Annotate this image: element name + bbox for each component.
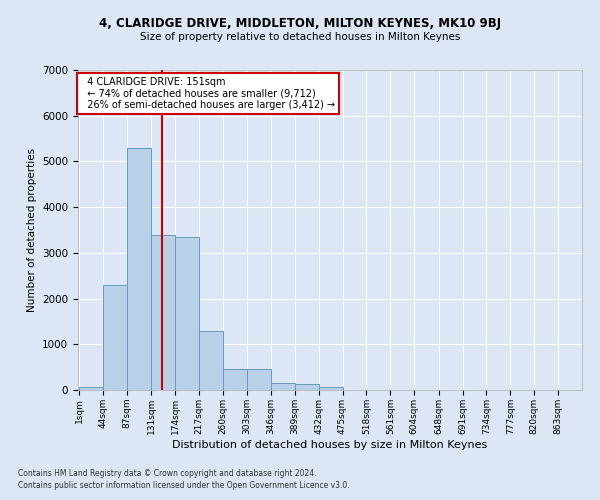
Text: Contains HM Land Registry data © Crown copyright and database right 2024.: Contains HM Land Registry data © Crown c… bbox=[18, 468, 317, 477]
Bar bbox=[151, 234, 175, 390]
Bar bbox=[223, 370, 247, 390]
Bar bbox=[199, 330, 223, 390]
Text: 4 CLARIDGE DRIVE: 151sqm
  ← 74% of detached houses are smaller (9,712)
  26% of: 4 CLARIDGE DRIVE: 151sqm ← 74% of detach… bbox=[82, 77, 335, 110]
Bar bbox=[247, 370, 271, 390]
Bar bbox=[79, 387, 103, 390]
Bar bbox=[319, 386, 343, 390]
Bar bbox=[127, 148, 151, 390]
Bar bbox=[271, 383, 295, 390]
Bar bbox=[103, 285, 127, 390]
Bar bbox=[295, 384, 319, 390]
Text: 4, CLARIDGE DRIVE, MIDDLETON, MILTON KEYNES, MK10 9BJ: 4, CLARIDGE DRIVE, MIDDLETON, MILTON KEY… bbox=[99, 18, 501, 30]
Text: Contains public sector information licensed under the Open Government Licence v3: Contains public sector information licen… bbox=[18, 481, 350, 490]
Text: Size of property relative to detached houses in Milton Keynes: Size of property relative to detached ho… bbox=[140, 32, 460, 42]
Y-axis label: Number of detached properties: Number of detached properties bbox=[26, 148, 37, 312]
Bar bbox=[175, 237, 199, 390]
X-axis label: Distribution of detached houses by size in Milton Keynes: Distribution of detached houses by size … bbox=[172, 440, 488, 450]
